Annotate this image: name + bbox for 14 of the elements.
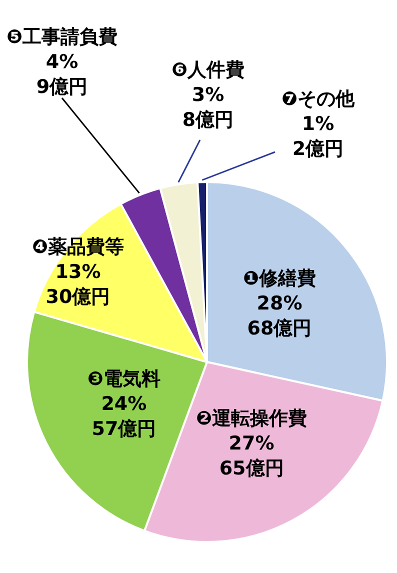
data-label: 4% 9億円 xyxy=(36,51,88,98)
data-label: 3% 8億円 xyxy=(182,84,234,131)
data-label: 1% 2億円 xyxy=(292,113,344,160)
slice-label: ❹薬品費等 xyxy=(32,236,124,258)
slice-label: ❺工事請負費 xyxy=(6,26,118,48)
data-label: 27% 65億円 xyxy=(219,432,284,480)
slice-label: ❻人件費 xyxy=(171,59,245,81)
data-label: 24% 57億円 xyxy=(92,392,156,440)
slice-label: ❶修繕費 xyxy=(242,268,316,290)
slice-label: ❼その他 xyxy=(281,88,356,110)
slice-label: ❷運転操作費 xyxy=(196,408,308,430)
data-label: 28% 68億円 xyxy=(247,292,312,340)
slice-label: ❸電気料 xyxy=(87,368,160,390)
data-label: 13% 30億円 xyxy=(46,261,110,308)
